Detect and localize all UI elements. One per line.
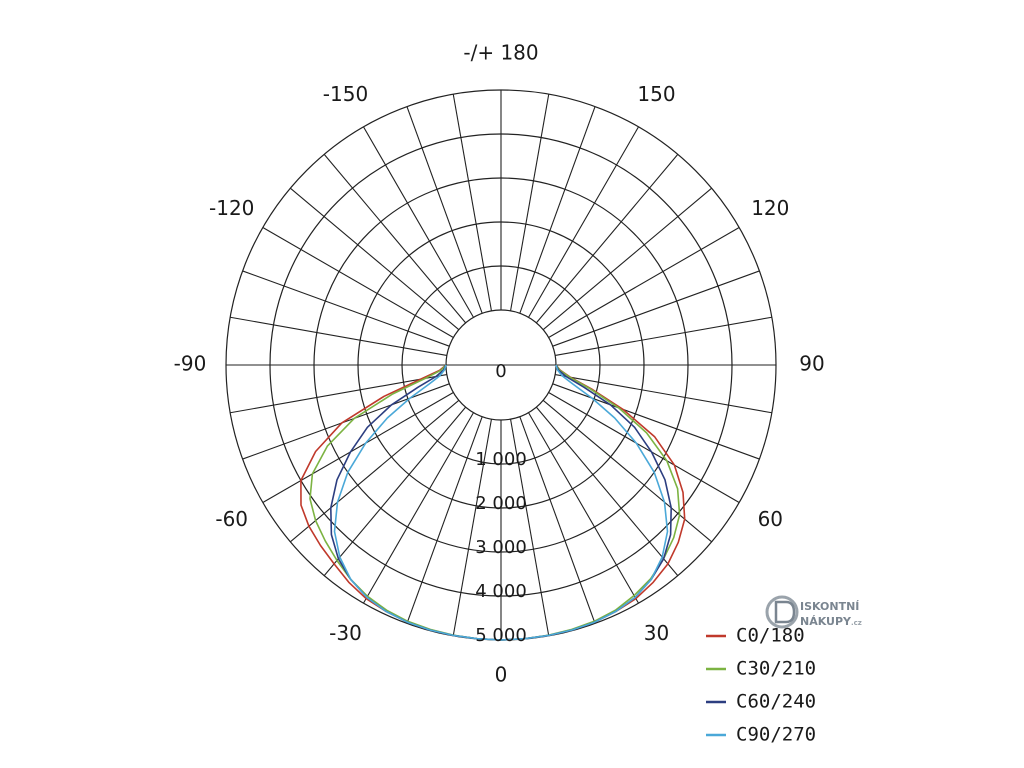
logo-line1: ISKONTNÍ — [800, 600, 859, 613]
spoke-line — [363, 412, 474, 604]
radial-tick-label: 0 — [495, 361, 506, 382]
spoke-line — [230, 316, 447, 356]
spoke-line — [519, 106, 596, 314]
spoke-line — [452, 419, 492, 636]
angular-grid-lines — [226, 90, 776, 640]
spoke-line — [406, 416, 483, 624]
series-curve-C90-270 — [333, 364, 669, 641]
spoke-line — [542, 187, 713, 331]
spoke-line — [519, 416, 596, 624]
spoke-line — [528, 412, 639, 604]
legend-label: C90/270 — [736, 724, 816, 746]
radial-tick-labels: 0 1 000 2 000 3 000 4 000 5 000 — [475, 361, 527, 646]
radial-tick-label: 1 000 — [475, 449, 527, 470]
spoke-line — [548, 392, 740, 503]
logo-suffix: .cz — [851, 619, 862, 627]
logo: ISKONTNÍ NÁKUPY .cz — [765, 595, 862, 629]
spoke-line — [555, 316, 772, 356]
grid-ring — [401, 265, 601, 465]
spoke-line — [242, 270, 450, 347]
angle-tick-label: 60 — [758, 507, 783, 531]
spoke-line — [542, 399, 713, 543]
spoke-line — [262, 227, 454, 338]
angle-tick-label: 150 — [637, 82, 675, 106]
spoke-line — [363, 126, 474, 318]
angle-tick-label: -120 — [209, 196, 254, 220]
spoke-line — [289, 187, 460, 331]
series-curves — [300, 364, 686, 641]
grid-ring — [357, 221, 645, 509]
angle-tick-label: 0 — [495, 663, 508, 687]
angle-tick-label: 90 — [799, 352, 824, 376]
spoke-line — [548, 227, 740, 338]
spoke-line — [323, 406, 467, 577]
radial-tick-label: 3 000 — [475, 537, 527, 558]
angle-tick-label: 120 — [751, 196, 789, 220]
spoke-line — [555, 374, 772, 414]
spoke-line — [452, 94, 492, 311]
spoke-line — [406, 106, 483, 314]
legend-label: C0/180 — [736, 625, 805, 647]
logo-d-icon — [774, 600, 796, 624]
angle-tick-label: -150 — [323, 82, 368, 106]
legend: C0/180 C30/210 C60/240 C90/270 — [706, 625, 816, 746]
angle-tick-label: -60 — [215, 507, 248, 531]
logo-ring-icon — [765, 595, 799, 629]
spoke-line — [552, 383, 760, 460]
legend-label: C60/240 — [736, 691, 816, 713]
spoke-line — [552, 270, 760, 347]
spoke-line — [510, 94, 550, 311]
radial-tick-label: 2 000 — [475, 493, 527, 514]
angle-tick-label: -90 — [174, 352, 207, 376]
radial-tick-label: 4 000 — [475, 581, 527, 602]
spoke-line — [535, 406, 679, 577]
spoke-line — [230, 374, 447, 414]
radial-tick-label: 5 000 — [475, 625, 527, 646]
spoke-line — [289, 399, 460, 543]
spoke-line — [510, 419, 550, 636]
grid-ring — [313, 177, 689, 553]
grid-ring — [269, 133, 733, 597]
angle-tick-label: 30 — [644, 621, 669, 645]
angle-tick-labels: -/+ 180 -150 150 -120 120 -90 90 -60 60 -30 30 0 — [174, 41, 825, 687]
spoke-line — [323, 153, 467, 324]
spoke-line — [535, 153, 679, 324]
legend-label: C30/210 — [736, 658, 816, 680]
spoke-line — [242, 383, 450, 460]
spoke-line — [528, 126, 639, 318]
logo-line2: NÁKUPY — [800, 615, 852, 628]
spoke-line — [262, 392, 454, 503]
angle-tick-label: -/+ 180 — [463, 41, 538, 65]
angle-tick-label: -30 — [329, 621, 362, 645]
